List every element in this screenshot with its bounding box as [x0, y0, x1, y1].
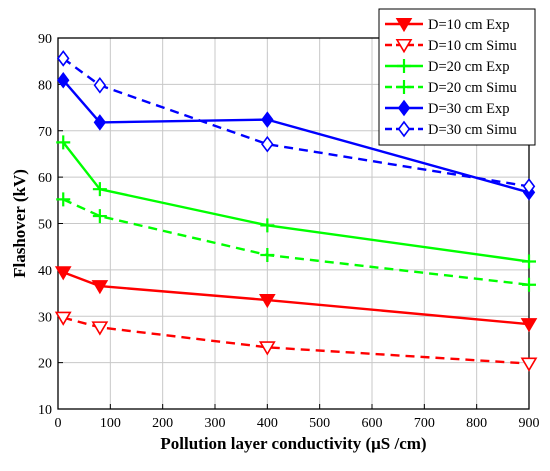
- series-d-10-cm-exp: [54, 266, 538, 333]
- y-tick-label: 50: [38, 218, 52, 233]
- x-axis-title: Pollution layer conductivity (μS /cm): [160, 434, 426, 453]
- legend-label-d-30-cm-exp: D=30 cm Exp: [428, 101, 509, 117]
- series-d-20-cm-simu: [56, 192, 536, 292]
- data-point-d-30-cm-simu: [522, 178, 536, 195]
- y-tick-label: 20: [38, 357, 52, 372]
- data-point-d-30-cm-exp: [93, 114, 107, 131]
- legend-label-d-10-cm-simu: D=10 cm Simu: [428, 38, 517, 54]
- data-point-d-10-cm-exp: [54, 266, 72, 281]
- series-d-30-cm-simu: [56, 50, 536, 195]
- y-tick-label: 10: [38, 403, 52, 418]
- data-point-d-20-cm-exp: [92, 182, 107, 197]
- data-point-d-20-cm-exp: [56, 135, 71, 150]
- data-point-d-10-cm-exp: [91, 280, 109, 295]
- data-point-d-30-cm-exp: [261, 111, 274, 128]
- legend-label-d-20-cm-exp: D=20 cm Exp: [428, 59, 509, 75]
- legend-label-d-20-cm-simu: D=20 cm Simu: [428, 80, 517, 96]
- x-tick-label: 500: [309, 416, 330, 431]
- series-d-10-cm-simu: [54, 311, 538, 372]
- axis-ticks: 0 100 200 300 400 500 600 700 800 900 10 20 30 40 50 60…: [38, 32, 540, 431]
- y-axis-title: Flashover (kV): [10, 169, 29, 278]
- x-tick-label: 200: [152, 416, 173, 431]
- data-point-d-20-cm-simu: [56, 192, 71, 207]
- data-point-d-30-cm-simu: [56, 50, 70, 67]
- legend-marker-d-10-cm-exp: [395, 18, 413, 33]
- legend-marker-d-30-cm-simu: [397, 120, 411, 138]
- data-point-d-30-cm-exp: [57, 71, 70, 89]
- legend-marker-d-10-cm-simu: [395, 38, 413, 54]
- x-tick-label: 600: [362, 416, 383, 431]
- legend-entry-d-20-cm-exp: D=20 cm Exp: [385, 59, 509, 75]
- x-tick-label: 0: [55, 416, 62, 431]
- legend-entry-d-20-cm-simu: D=20 cm Simu: [385, 80, 517, 96]
- data-point-d-20-cm-exp: [260, 218, 275, 233]
- legend-entry-d-10-cm-exp: D=10 cm Exp: [385, 17, 509, 33]
- legend-label-d-30-cm-simu: D=30 cm Simu: [428, 122, 517, 138]
- data-point-d-20-cm-simu: [260, 248, 275, 263]
- x-tick-label: 900: [519, 416, 540, 431]
- series-line-d-10-cm-exp: [62, 271, 530, 326]
- series-d-20-cm-exp: [56, 135, 536, 269]
- legend-entry-d-10-cm-simu: D=10 cm Simu: [385, 38, 517, 54]
- legend-entry-d-30-cm-simu: D=30 cm Simu: [385, 120, 517, 138]
- series-line-d-30-cm-simu: [62, 57, 530, 188]
- y-tick-label: 70: [38, 125, 52, 140]
- legend-label-d-10-cm-exp: D=10 cm Exp: [428, 17, 509, 33]
- legend-marker-d-20-cm-simu: [397, 80, 411, 94]
- data-point-d-30-cm-simu: [93, 76, 107, 94]
- x-tick-label: 300: [205, 416, 226, 431]
- data-point-d-10-cm-exp: [520, 318, 538, 333]
- data-point-d-10-cm-exp: [259, 294, 276, 309]
- x-tick-label: 800: [466, 416, 487, 431]
- legend: D=10 cm Exp D=10 cm Simu D=20 cm Exp D=20 c…: [378, 8, 536, 146]
- series-group: [54, 50, 538, 372]
- data-point-d-10-cm-simu: [520, 357, 538, 372]
- series-line-d-10-cm-simu: [62, 316, 530, 365]
- series-line-d-30-cm-exp: [62, 79, 530, 194]
- legend-marker-d-20-cm-exp: [397, 59, 411, 73]
- legend-entry-d-30-cm-exp: D=30 cm Exp: [385, 99, 509, 117]
- series-line-d-20-cm-exp: [62, 141, 530, 263]
- y-tick-label: 90: [38, 32, 52, 47]
- y-tick-label: 40: [38, 264, 52, 279]
- data-point-d-10-cm-simu: [91, 321, 109, 336]
- legend-marker-d-30-cm-exp: [397, 99, 411, 117]
- y-tick-label: 60: [38, 171, 52, 186]
- x-tick-label: 100: [100, 416, 121, 431]
- data-point-d-20-cm-simu: [92, 209, 107, 224]
- x-tick-label: 700: [414, 416, 435, 431]
- data-point-d-30-cm-simu: [261, 135, 274, 153]
- data-point-d-10-cm-simu: [258, 341, 276, 356]
- data-point-d-10-cm-simu: [54, 311, 72, 326]
- data-point-d-20-cm-exp: [522, 254, 536, 269]
- y-tick-label: 80: [38, 78, 52, 93]
- data-point-d-20-cm-simu: [522, 277, 536, 292]
- y-tick-label: 30: [38, 310, 52, 325]
- x-tick-label: 400: [257, 416, 278, 431]
- series-line-d-20-cm-simu: [62, 198, 530, 286]
